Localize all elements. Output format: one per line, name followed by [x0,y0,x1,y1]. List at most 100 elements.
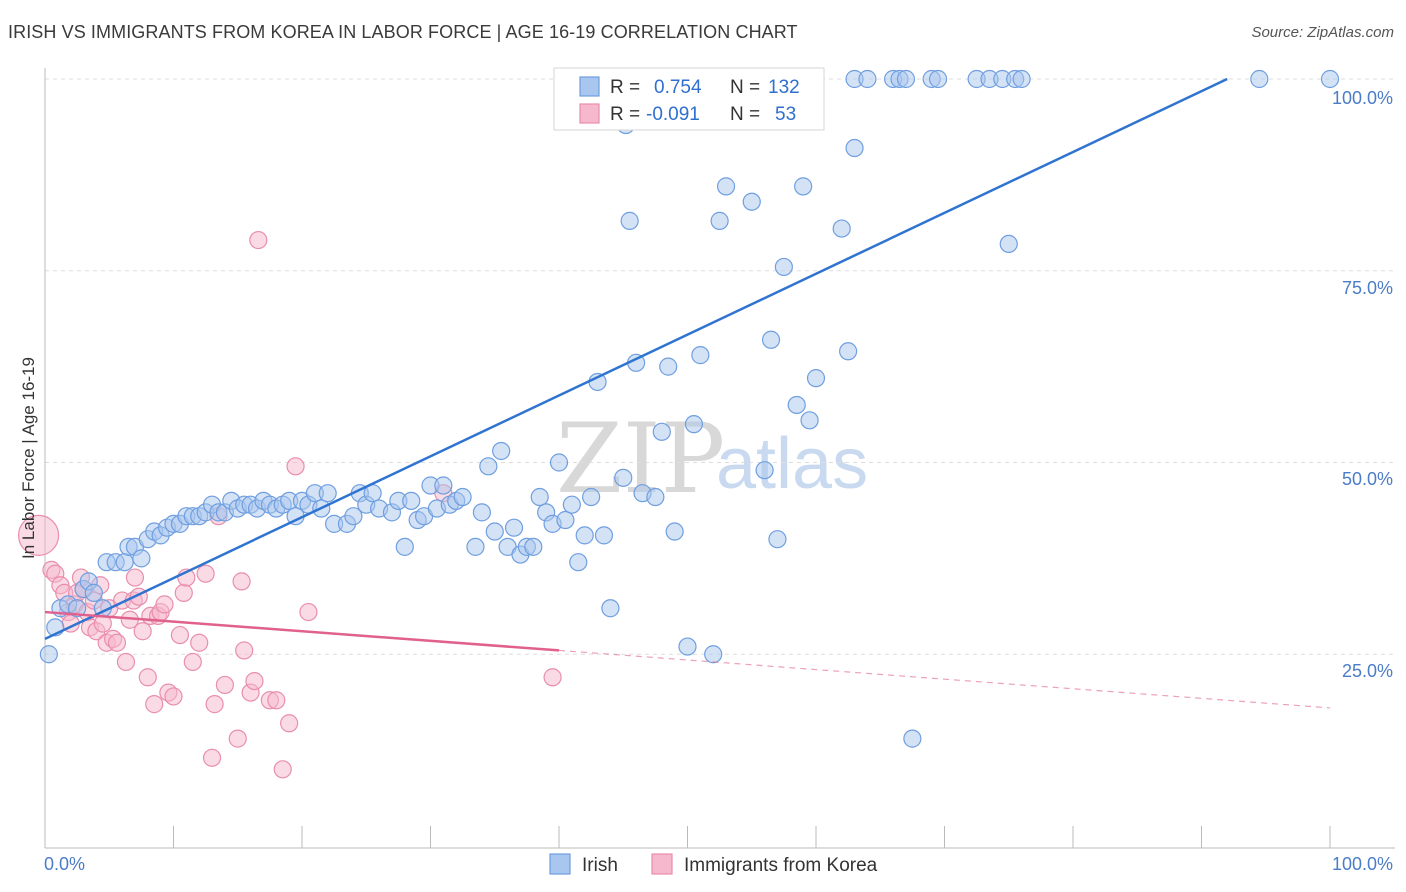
watermark-atlas: atlas [716,424,868,504]
irish-point [832,219,851,238]
korea-point [232,572,251,591]
irish-point [678,637,697,656]
irish-point [800,411,819,430]
x-tick-label-max: 100.0% [1332,854,1393,874]
irish-point [549,453,569,472]
legend-irish-r-value: 0.754 [654,77,702,98]
legend-irish-swatch [579,76,600,97]
korea-point [183,652,202,672]
bottom-legend-korea-swatch [651,853,673,875]
korea-point [170,625,190,645]
irish-trend-line [44,77,1228,641]
irish-point [575,526,594,545]
irish-point [716,177,736,196]
korea-point [145,695,164,714]
korea-point [299,602,318,622]
irish-point [115,553,134,572]
korea-point [174,583,193,602]
irish-point [68,599,87,618]
irish-point [453,487,472,507]
legend-korea-r-value: -0.091 [646,104,700,125]
irish-point [524,537,543,556]
korea-point [190,633,209,652]
korea-point [125,568,145,587]
irish-point [761,330,781,349]
y-tick-label-75: 75.0% [1342,278,1393,298]
irish-point [787,395,806,415]
korea-point [543,668,562,687]
axes [44,68,1395,849]
bottom-legend: Irish Immigrants from Korea [549,853,878,876]
irish-point [806,369,826,388]
korea-point [138,668,157,687]
legend-irish-n-value: 132 [768,77,800,98]
irish-point [794,177,813,196]
irish-point [691,346,710,365]
irish-point [928,69,948,89]
irish-point [665,522,684,541]
irish-point [402,491,421,510]
irish-point [659,357,678,376]
irish-point [84,583,103,602]
irish-point [999,234,1018,254]
y-axis-label: In Labor Force | Age 16-19 [19,357,38,559]
korea-point [133,622,152,641]
irish-point [896,69,916,89]
korea-point [245,671,264,691]
korea-point [286,457,305,476]
legend-korea-n-label: N = [730,104,760,125]
irish-point [479,457,498,476]
irish-point [582,487,601,507]
irish-point [652,422,671,441]
legend-korea-r-label: R = [610,104,640,125]
irish-point [601,599,620,618]
irish-point [768,530,787,549]
y-tick-label-100: 100.0% [1332,88,1393,108]
irish-point [845,138,864,158]
irish-point [1012,69,1031,89]
irish-point [755,461,774,480]
irish-point [562,495,581,514]
bottom-legend-irish-swatch [549,853,571,875]
irish-point [485,522,504,541]
irish-point [684,415,704,434]
irish-point [556,510,575,530]
trend-lines [44,77,1331,709]
korea-point [17,514,60,556]
legend-irish-r-label: R = [610,77,640,98]
legend-irish-n-label: N = [730,77,760,98]
legend: R = 0.754 N = 132 R = -0.091 N = 53 [553,67,825,131]
korea-point [205,695,224,714]
irish-point [620,211,639,230]
irish-point [395,537,414,556]
irish-point [710,211,729,230]
irish-point [504,518,524,537]
korea-point [235,641,254,660]
bottom-legend-irish-label: Irish [582,855,618,876]
x-tick-label-min: 0.0% [44,854,85,874]
irish-point [434,476,453,495]
korea-point [228,729,247,748]
legend-korea-n-value: 53 [775,104,796,125]
irish-point [1320,69,1340,89]
chart-title: IRISH VS IMMIGRANTS FROM KOREA IN LABOR … [8,22,798,42]
irish-point [614,468,633,487]
irish-point [39,645,58,664]
irish-point [646,487,665,507]
irish-point [492,441,511,461]
korea-point [116,652,136,672]
irish-point [1250,69,1269,89]
irish-point [569,553,588,572]
korea-trend-extension [558,649,1331,709]
irish-point [318,484,337,503]
irish-point [132,549,151,568]
korea-trend-line [44,610,560,652]
gridlines [45,78,1395,655]
irish-point [704,645,723,664]
korea-point [164,687,183,706]
source-credit: Source: ZipAtlas.com [1251,24,1394,41]
korea-point [267,691,286,710]
korea-point [215,675,234,695]
irish-point [594,526,614,545]
